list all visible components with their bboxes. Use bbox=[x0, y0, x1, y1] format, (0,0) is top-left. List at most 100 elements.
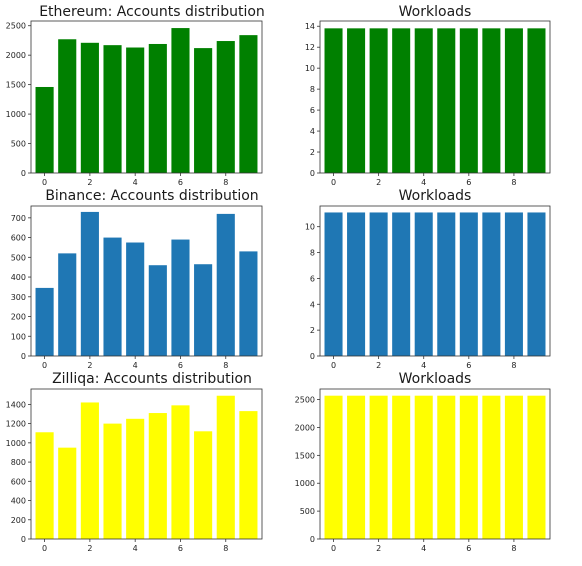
chart-ethereum-accounts: Ethereum: Accounts distribution 0 500 1000… bbox=[0, 0, 290, 190]
y-tick-label: 1500 bbox=[295, 451, 315, 460]
x-tick-label: 6 bbox=[178, 361, 183, 370]
plot-frame bbox=[319, 205, 551, 357]
y-tick-label: 500 bbox=[300, 507, 315, 516]
bar bbox=[216, 395, 235, 539]
y-tick-label: 2000 bbox=[6, 51, 26, 60]
bar bbox=[103, 423, 122, 539]
bar bbox=[482, 28, 501, 173]
x-tick-label: 6 bbox=[178, 178, 183, 187]
bar bbox=[126, 418, 145, 539]
bar bbox=[148, 43, 167, 173]
bar bbox=[126, 242, 145, 356]
x-tick-label: 2 bbox=[87, 544, 92, 553]
y-tick-label: 12 bbox=[305, 43, 315, 52]
y-tick-label: 300 bbox=[11, 293, 26, 302]
plot-frame bbox=[30, 205, 263, 357]
bar bbox=[347, 212, 366, 356]
y-tick-label: 10 bbox=[305, 223, 315, 232]
chart-svg: 0 2 4 6 8 10 0 2 4 6 8 bbox=[305, 205, 551, 370]
bar bbox=[504, 28, 523, 173]
bar bbox=[347, 28, 366, 173]
y-tick-label: 400 bbox=[11, 273, 26, 282]
bar bbox=[171, 405, 190, 539]
chart-title: Ethereum: Accounts distribution bbox=[39, 4, 265, 20]
y-tick-label: 1000 bbox=[6, 110, 26, 119]
y-tick-label: 4 bbox=[310, 300, 315, 309]
y-tick-label: 100 bbox=[11, 332, 26, 341]
x-tick-label: 2 bbox=[376, 544, 381, 553]
bar bbox=[80, 211, 99, 356]
y-tick-label: 1400 bbox=[6, 400, 26, 409]
bar bbox=[239, 35, 258, 174]
x-tick-label: 4 bbox=[421, 544, 426, 553]
bar bbox=[239, 251, 258, 356]
bar bbox=[216, 213, 235, 356]
bar bbox=[239, 411, 258, 539]
chart-binance-accounts: Binance: Accounts distribution 0 100 200 30… bbox=[0, 188, 290, 378]
y-tick-label: 0 bbox=[21, 352, 26, 361]
x-tick-label: 8 bbox=[223, 544, 228, 553]
chart-title: Zilliqa: Accounts distribution bbox=[52, 371, 252, 387]
bar bbox=[392, 395, 411, 539]
bar bbox=[392, 212, 411, 356]
y-tick-label: 600 bbox=[11, 234, 26, 243]
y-tick-label: 500 bbox=[11, 140, 26, 149]
bar bbox=[504, 212, 523, 356]
y-tick-label: 1000 bbox=[295, 479, 315, 488]
x-tick-label: 6 bbox=[466, 178, 471, 187]
x-tick-label: 4 bbox=[421, 361, 426, 370]
bar bbox=[171, 28, 190, 174]
y-tick-label: 1000 bbox=[6, 439, 26, 448]
bar bbox=[194, 48, 213, 173]
bar bbox=[414, 212, 433, 356]
x-tick-label: 4 bbox=[421, 178, 426, 187]
y-tick-label: 0 bbox=[310, 352, 315, 361]
x-tick-label: 0 bbox=[331, 178, 336, 187]
y-tick-label: 10 bbox=[305, 64, 315, 73]
plot-frame bbox=[319, 20, 551, 174]
x-tick-label: 0 bbox=[331, 544, 336, 553]
bar bbox=[58, 447, 77, 539]
bar bbox=[482, 212, 501, 356]
bar bbox=[35, 432, 54, 539]
bar bbox=[437, 395, 456, 539]
y-tick-label: 6 bbox=[310, 274, 315, 283]
x-tick-label: 6 bbox=[466, 361, 471, 370]
bar bbox=[369, 212, 388, 356]
bar bbox=[126, 47, 145, 173]
bar bbox=[504, 395, 523, 539]
bar bbox=[103, 237, 122, 356]
chart-svg: 0 100 200 300 400 500 600 700 0 2 4 6 8 bbox=[11, 205, 263, 370]
y-tick-label: 2 bbox=[310, 148, 315, 157]
y-tick-label: 2 bbox=[310, 326, 315, 335]
y-tick-label: 4 bbox=[310, 127, 315, 136]
bar bbox=[35, 287, 54, 356]
y-tick-label: 2500 bbox=[6, 22, 26, 31]
bar bbox=[459, 212, 478, 356]
chart-svg: 0 500 1000 1500 2000 2500 0 2 4 6 8 bbox=[6, 20, 263, 187]
bar bbox=[80, 402, 99, 539]
y-tick-label: 0 bbox=[310, 169, 315, 178]
bar bbox=[392, 28, 411, 173]
bar bbox=[58, 253, 77, 356]
y-tick-label: 14 bbox=[305, 22, 315, 31]
bar bbox=[194, 431, 213, 539]
chart-svg: 0 200 400 600 800 1000 1200 1400 0 2 4 6 8 bbox=[6, 388, 263, 553]
bar bbox=[414, 395, 433, 539]
chart-title: Binance: Accounts distribution bbox=[45, 188, 259, 204]
x-tick-label: 4 bbox=[133, 178, 138, 187]
chart-title: Workloads bbox=[398, 188, 472, 204]
x-tick-label: 2 bbox=[376, 178, 381, 187]
y-tick-label: 500 bbox=[11, 253, 26, 262]
bar bbox=[527, 28, 546, 173]
bar bbox=[459, 28, 478, 173]
bar bbox=[527, 212, 546, 356]
bar bbox=[324, 28, 343, 173]
bar bbox=[216, 41, 235, 173]
y-tick-label: 700 bbox=[11, 214, 26, 223]
chart-zilliqa-accounts: Zilliqa: Accounts distribution 0 200 400 60… bbox=[0, 371, 290, 561]
chart-binance-workloads: Workloads 0 2 4 6 8 10 0 2 4 6 8 bbox=[292, 188, 582, 378]
bar bbox=[369, 28, 388, 173]
bar bbox=[171, 239, 190, 356]
bar bbox=[459, 395, 478, 539]
